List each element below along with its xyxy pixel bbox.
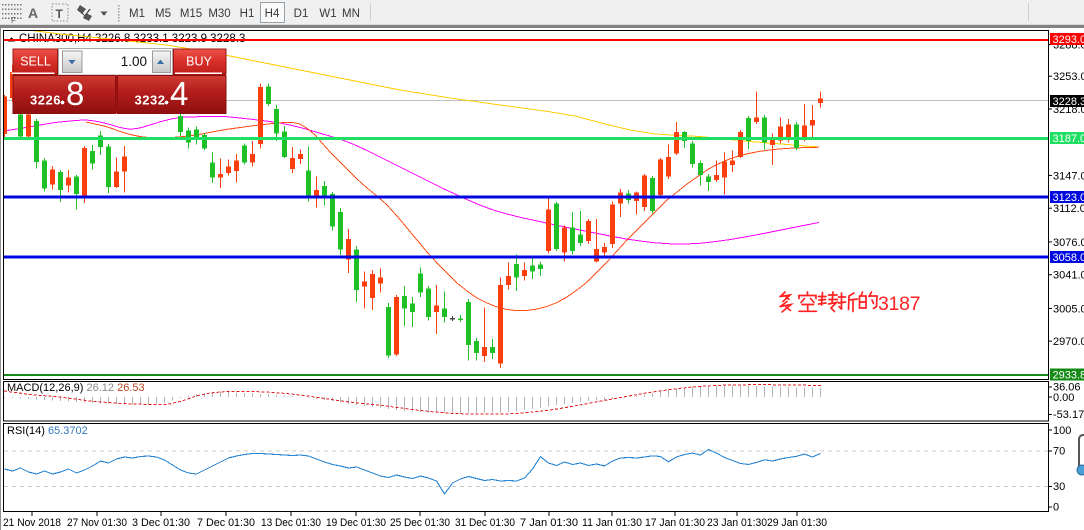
svg-text:1.00: 1.00 bbox=[121, 54, 147, 69]
svg-text:3123.0: 3123.0 bbox=[1053, 192, 1084, 204]
svg-text:M1: M1 bbox=[129, 8, 145, 20]
svg-text:3253.0: 3253.0 bbox=[1053, 71, 1084, 83]
svg-text:2933.8: 2933.8 bbox=[1053, 370, 1084, 382]
svg-text:2970.0: 2970.0 bbox=[1053, 336, 1084, 348]
svg-text:BUY: BUY bbox=[186, 55, 212, 69]
svg-text:T: T bbox=[56, 7, 64, 21]
svg-text:19 Dec 01:30: 19 Dec 01:30 bbox=[326, 517, 386, 529]
svg-text:13 Dec 01:30: 13 Dec 01:30 bbox=[261, 517, 321, 529]
svg-text:8: 8 bbox=[66, 75, 84, 112]
svg-text:M15: M15 bbox=[180, 8, 202, 20]
svg-text:M5: M5 bbox=[155, 8, 171, 20]
svg-text:7 Jan 01:30: 7 Jan 01:30 bbox=[520, 517, 578, 529]
svg-text:3226: 3226 bbox=[30, 93, 61, 108]
svg-text:F: F bbox=[11, 16, 16, 25]
svg-text:29 Jan 01:30: 29 Jan 01:30 bbox=[767, 517, 827, 529]
svg-text:3293.0: 3293.0 bbox=[1053, 34, 1084, 46]
svg-text:30: 30 bbox=[1053, 481, 1065, 493]
svg-text:A: A bbox=[28, 5, 38, 21]
svg-text:27 Nov 01:30: 27 Nov 01:30 bbox=[67, 517, 127, 529]
svg-text:70: 70 bbox=[1053, 446, 1065, 458]
svg-text:RSI(14) 65.3702: RSI(14) 65.3702 bbox=[7, 425, 88, 437]
svg-text:MACD(12,26,9) 26.12 26.53: MACD(12,26,9) 26.12 26.53 bbox=[7, 382, 145, 394]
svg-text:M30: M30 bbox=[208, 8, 230, 20]
svg-text:W1: W1 bbox=[319, 8, 336, 20]
svg-text:25 Dec 01:30: 25 Dec 01:30 bbox=[390, 517, 450, 529]
svg-text:3041.0: 3041.0 bbox=[1053, 270, 1084, 282]
svg-text:31 Dec 01:30: 31 Dec 01:30 bbox=[455, 517, 515, 529]
svg-text:4: 4 bbox=[170, 75, 188, 112]
svg-text:-53.17: -53.17 bbox=[1053, 409, 1084, 421]
svg-text:3147.0: 3147.0 bbox=[1053, 170, 1084, 182]
svg-text:0.00: 0.00 bbox=[1053, 392, 1074, 404]
svg-text:MN: MN bbox=[342, 8, 360, 20]
svg-text:23 Jan 01:30: 23 Jan 01:30 bbox=[707, 517, 767, 529]
svg-text:3187.0: 3187.0 bbox=[1053, 133, 1084, 145]
svg-text:0: 0 bbox=[1053, 502, 1059, 514]
svg-text:3 Dec 01:30: 3 Dec 01:30 bbox=[132, 517, 190, 529]
svg-text:3228.3: 3228.3 bbox=[1053, 96, 1084, 108]
svg-text:H1: H1 bbox=[240, 8, 255, 20]
svg-text:7 Dec 01:30: 7 Dec 01:30 bbox=[197, 517, 255, 529]
svg-text:3112.0: 3112.0 bbox=[1053, 203, 1084, 215]
svg-text:3058.0: 3058.0 bbox=[1053, 252, 1084, 264]
svg-text:36.06: 36.06 bbox=[1053, 382, 1081, 394]
svg-text:17 Jan 01:30: 17 Jan 01:30 bbox=[645, 517, 705, 529]
svg-text:3005.0: 3005.0 bbox=[1053, 303, 1084, 315]
svg-text:H4: H4 bbox=[265, 8, 280, 20]
svg-text:3187: 3187 bbox=[878, 293, 920, 315]
svg-text:D1: D1 bbox=[294, 8, 309, 20]
svg-text:SELL: SELL bbox=[20, 55, 51, 69]
svg-text:3232: 3232 bbox=[135, 93, 166, 108]
svg-text:100: 100 bbox=[1053, 425, 1071, 437]
svg-text:11 Jan 01:30: 11 Jan 01:30 bbox=[582, 517, 642, 529]
svg-text:3076.0: 3076.0 bbox=[1053, 237, 1084, 249]
svg-text:21 Nov 2018: 21 Nov 2018 bbox=[3, 517, 61, 529]
